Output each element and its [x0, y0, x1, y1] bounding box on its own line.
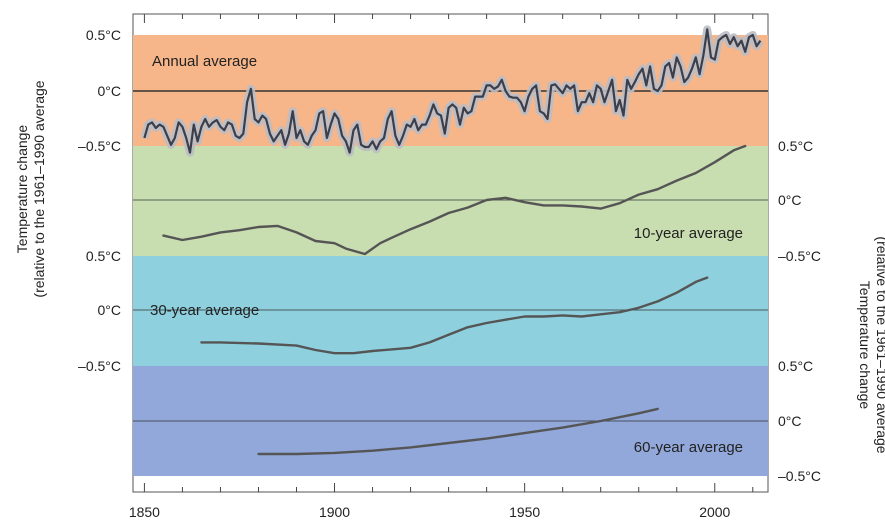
panel-bands — [133, 35, 768, 476]
y-tick-label: –0.5°C — [778, 248, 821, 264]
frame-tick-marks — [143, 14, 754, 492]
y-tick-label: 0°C — [98, 302, 122, 318]
panel-labels: Annual average 10-year average 30-year ave… — [150, 53, 743, 456]
y-axis-ticks: 0.5°C 0°C –0.5°C 0.5°C 0°C –0.5°C 0.5°C 0°C –0.5… — [78, 27, 821, 484]
right-axis-title: Temperature change (relative to the 1961… — [857, 236, 885, 453]
y-tick-label: –0.5°C — [778, 468, 821, 484]
panel-band-2 — [133, 146, 768, 256]
panel-label-1: Annual average — [152, 53, 257, 70]
left-axis-title-line1: Temperature change — [14, 125, 30, 254]
panel-label-2: 10-year average — [634, 225, 743, 242]
y-tick-label: 0.5°C — [86, 248, 121, 264]
y-tick-label: –0.5°C — [78, 358, 121, 374]
y-tick-label: 0°C — [778, 413, 802, 429]
x-tick-label: 1950 — [509, 504, 540, 520]
panel-label-3: 30-year average — [150, 302, 259, 319]
y-tick-label: 0.5°C — [86, 27, 121, 43]
left-axis-title: Temperature change (relative to the 1961… — [14, 80, 47, 297]
series-line-4 — [257, 407, 659, 456]
series-line-2 — [162, 144, 747, 256]
x-tick-label: 2000 — [699, 504, 730, 520]
y-tick-label: –0.5°C — [78, 138, 121, 154]
right-axis-title-line2: (relative to the 1961–1990 average — [874, 236, 885, 453]
y-tick-label: 0°C — [98, 83, 122, 99]
panel-band-3 — [133, 256, 768, 366]
y-tick-label: 0.5°C — [778, 138, 813, 154]
series-line-3 — [200, 276, 709, 355]
panel-label-4: 60-year average — [634, 439, 743, 456]
series-lines — [140, 25, 764, 456]
x-tick-label: 1900 — [319, 504, 350, 520]
x-tick-label: 1850 — [129, 504, 160, 520]
series-line-annual — [143, 28, 762, 154]
left-axis-title-line2: (relative to the 1961–1990 average — [31, 80, 47, 297]
y-tick-label: 0.5°C — [778, 358, 813, 374]
x-axis-ticks: 1850 1900 1950 2000 — [129, 504, 731, 520]
right-axis-title-line1: Temperature change — [857, 281, 873, 410]
y-tick-label: 0°C — [778, 192, 802, 208]
